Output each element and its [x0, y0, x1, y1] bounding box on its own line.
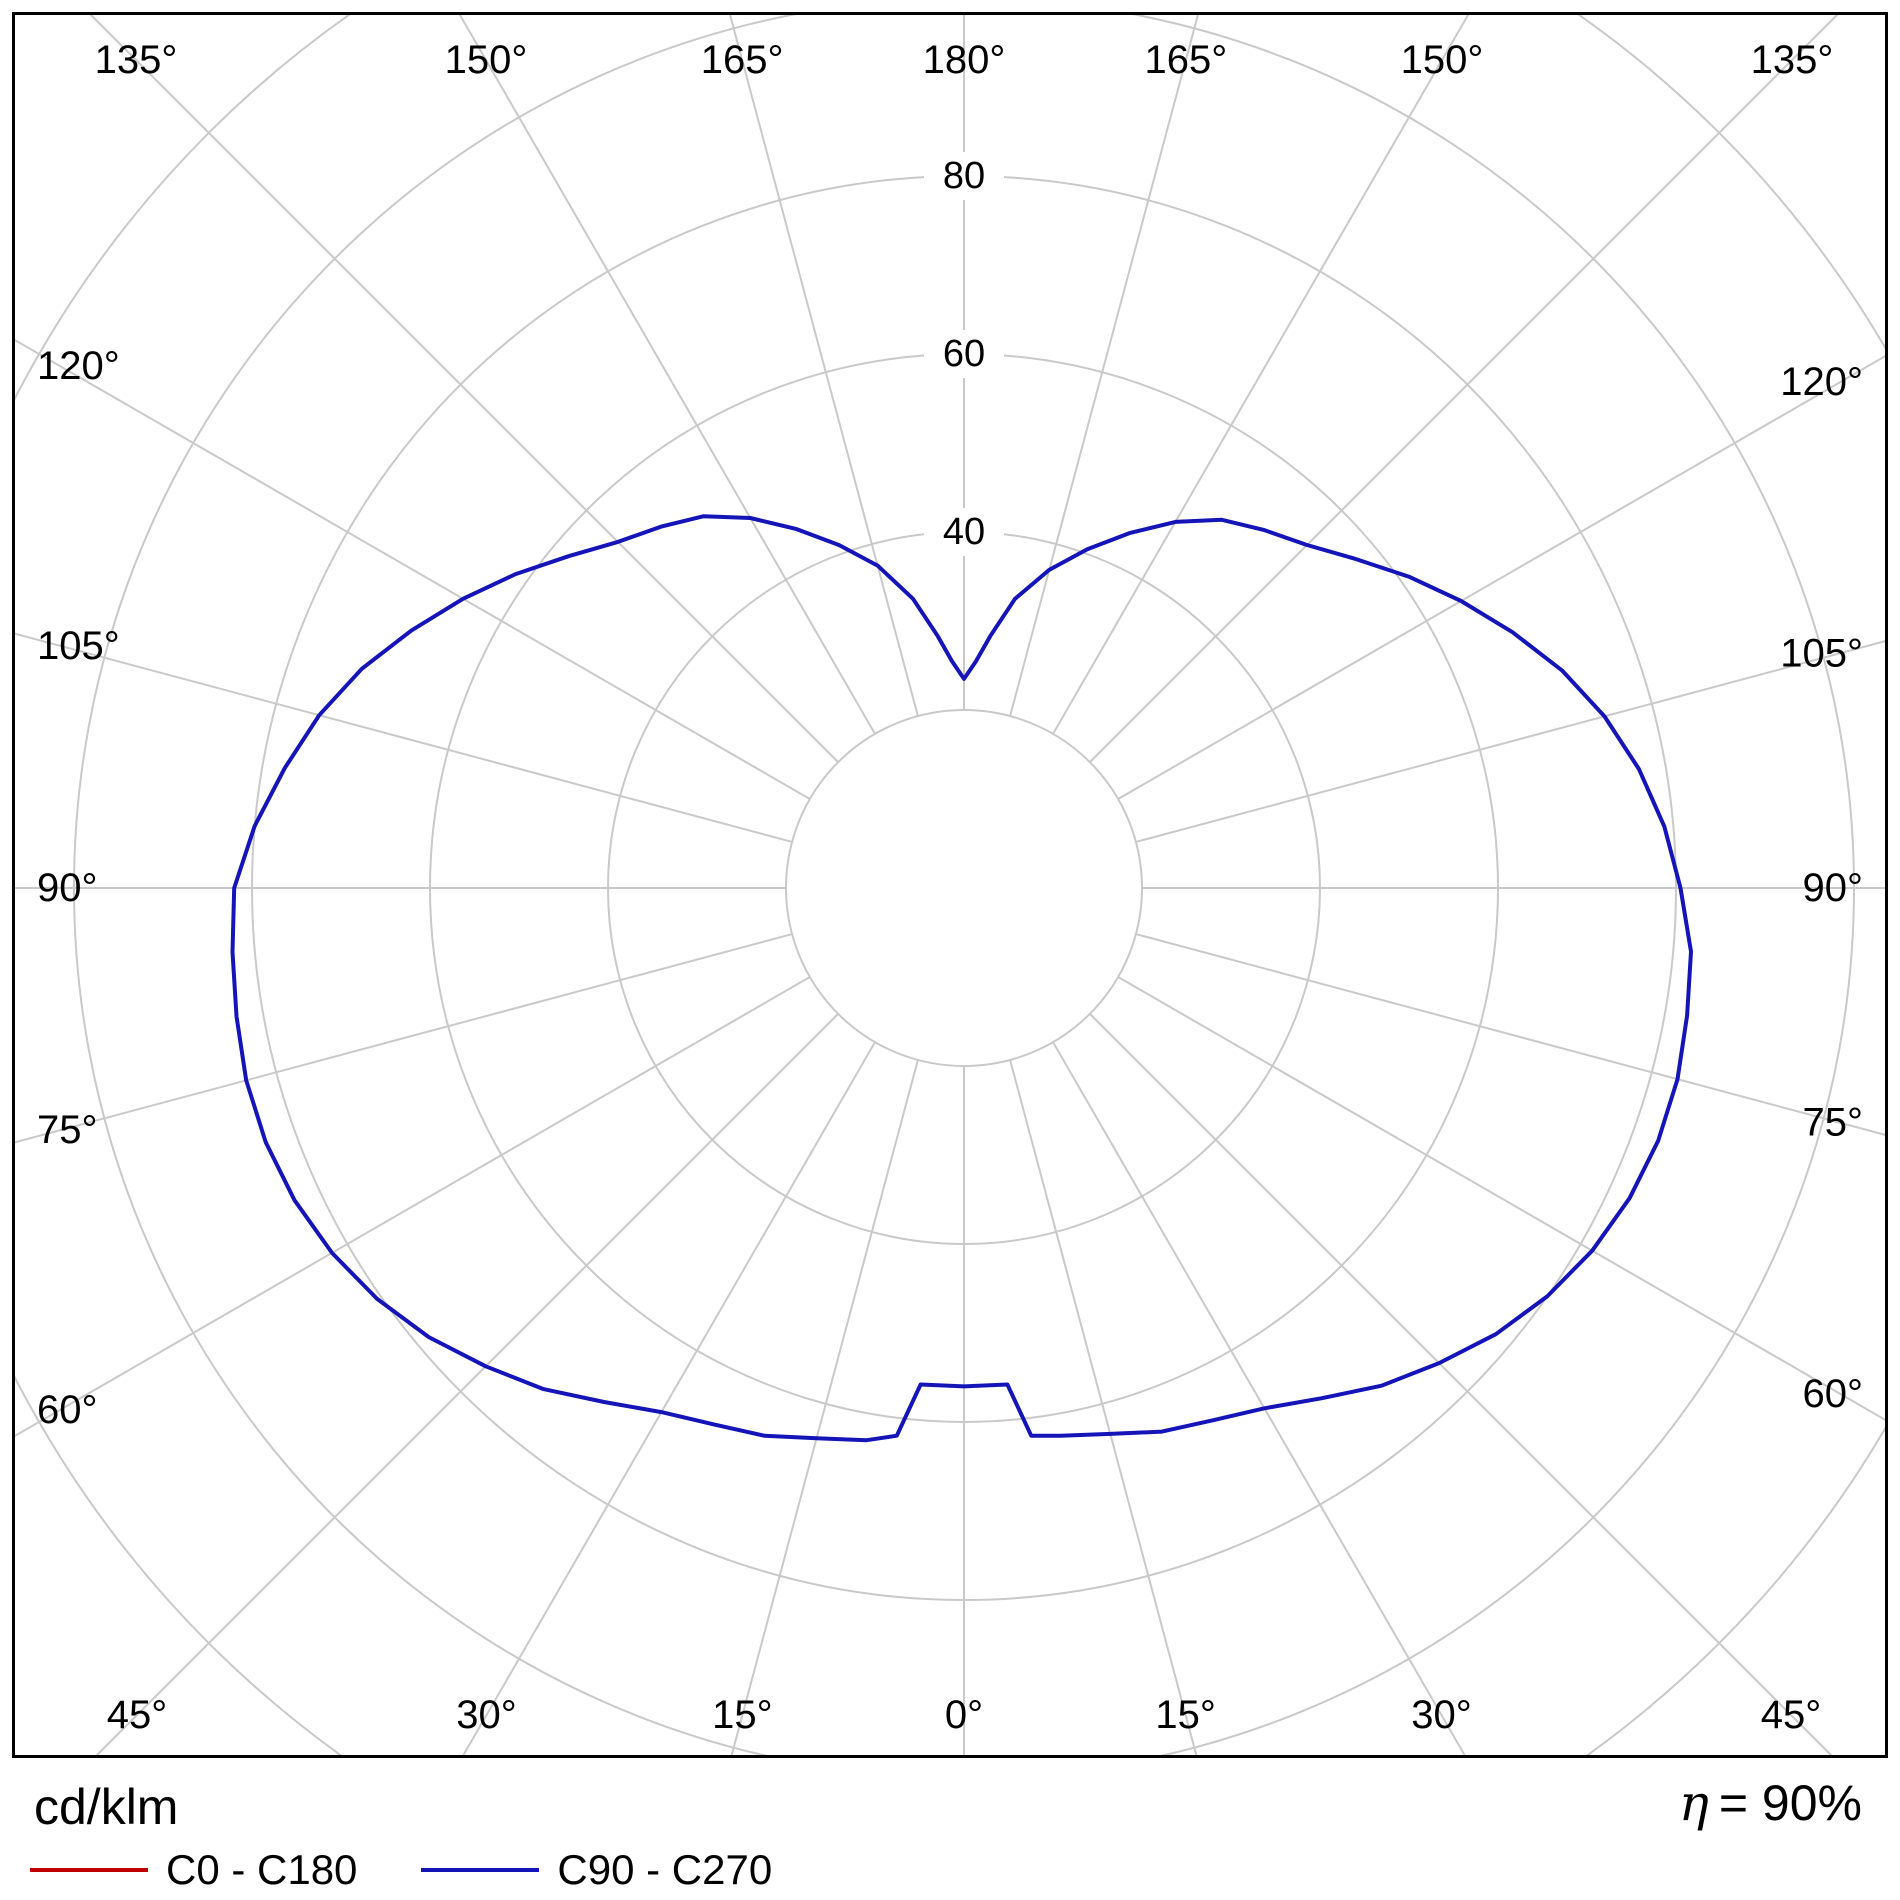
angular-label: 45°	[1761, 1693, 1822, 1737]
grid-spoke	[1135, 640, 1885, 843]
legend: C0 - C180 C90 - C270	[30, 1846, 772, 1894]
angular-label: 15°	[1155, 1693, 1216, 1737]
grid-spoke	[729, 15, 919, 717]
grid-spoke	[1117, 976, 1885, 1421]
angular-label: 150°	[445, 38, 528, 82]
angular-label: 15°	[712, 1693, 773, 1737]
angular-label: 165°	[1144, 38, 1227, 82]
grid-spoke	[1089, 1013, 1833, 1755]
angular-label: 105°	[37, 624, 120, 668]
radial-tick-label: 40	[943, 511, 985, 553]
radial-tick-chip	[924, 152, 1004, 200]
angular-label: 0°	[945, 1693, 983, 1737]
angular-label: 90°	[37, 866, 98, 910]
angular-label: 120°	[37, 344, 120, 388]
plot-frame: 40 60 80 0° 15° 15° 30° 30° 45° 45° 60° 60° 75° 75° 90…	[12, 12, 1888, 1758]
legend-label-c0-c180: C0 - C180	[166, 1846, 358, 1893]
legend-line-c0-c180	[30, 1868, 148, 1872]
grid-spoke	[95, 1013, 839, 1755]
grid-spoke	[15, 976, 811, 1438]
grid-spoke	[15, 338, 811, 800]
radial-tick-chip	[924, 330, 1004, 378]
legend-line-c90-c270	[421, 1868, 540, 1872]
grid-spoke	[730, 1059, 919, 1755]
angular-label: 75°	[1803, 1101, 1864, 1145]
angular-label: 75°	[37, 1108, 98, 1152]
grid-spoke	[1009, 1059, 1198, 1755]
angular-label: 60°	[37, 1388, 98, 1432]
angular-label: 45°	[107, 1693, 168, 1737]
grid-circle	[15, 15, 1885, 1755]
radial-tick-label: 80	[943, 155, 985, 197]
angular-label: 180°	[923, 38, 1006, 82]
grid-spoke	[1089, 15, 1839, 763]
angular-label: 30°	[456, 1693, 517, 1737]
angular-label: 165°	[701, 38, 784, 82]
units-label: cd/klm	[34, 1779, 179, 1835]
grid-spoke	[1052, 15, 1470, 735]
angular-label: 60°	[1803, 1372, 1864, 1416]
legend-label-c90-c270: C90 - C270	[557, 1846, 773, 1893]
grid-spoke	[89, 15, 839, 763]
grid-spoke	[1052, 1041, 1466, 1755]
legend-item-c90-c270: C90 - C270	[421, 1846, 772, 1894]
angular-label: 120°	[1780, 360, 1863, 404]
angular-label: 105°	[1780, 631, 1863, 675]
grid-spoke	[1117, 355, 1885, 800]
grid-circle	[785, 709, 1143, 1067]
grid-spoke	[15, 632, 793, 843]
eta-value: = 90%	[1718, 1775, 1862, 1831]
radial-tick-chip	[924, 508, 1004, 556]
eta-symbol: η	[1678, 1774, 1709, 1832]
grid-spoke	[458, 15, 876, 735]
angular-label: 135°	[1751, 38, 1834, 82]
polar-chart: 40 60 80 0° 15° 15° 30° 30° 45° 45° 60° 60° 75° 75° 90…	[15, 15, 1885, 1755]
grid-spoke	[1135, 933, 1885, 1136]
angular-label: 30°	[1411, 1693, 1472, 1737]
legend-item-c0-c180: C0 - C180	[30, 1846, 357, 1894]
efficiency-readout: η = 90%	[1679, 1774, 1862, 1832]
angular-label: 90°	[1803, 866, 1864, 910]
angular-label: 135°	[95, 38, 178, 82]
grid-spoke	[1009, 15, 1199, 717]
angular-label: 150°	[1401, 38, 1484, 82]
radial-tick-label: 60	[943, 333, 985, 375]
grid-spoke	[15, 933, 793, 1144]
grid-spoke	[462, 1041, 876, 1755]
intensity-curve-c90-c270	[230, 514, 1693, 1443]
